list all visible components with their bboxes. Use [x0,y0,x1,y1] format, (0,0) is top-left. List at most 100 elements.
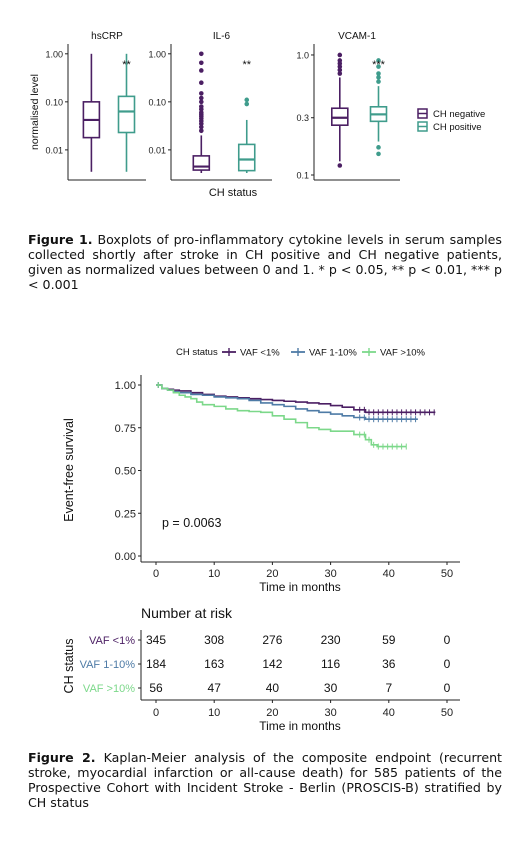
risk-value: 0 [444,681,451,695]
km-curve-3 [156,384,407,448]
legend-label-1: CH negative [433,109,485,120]
km-legend-label-2: VAF 1-10% [309,348,357,359]
risk-value: 0 [444,657,451,671]
box-3-ch-negative-outlier [337,64,343,69]
km-pvalue: p = 0.0063 [162,516,221,530]
box-3-ch-negative-outlier [337,71,343,76]
box-1-ch-positive [117,95,136,134]
box-3-ch-negative-outlier [337,52,343,58]
km-x-label: Time in months [259,580,341,594]
km-y-label: Event-free survival [62,418,76,522]
y-tick-label-1: 1.00 [45,49,63,59]
risk-x-label: Time in months [259,719,341,733]
panel-title-2: IL-6 [213,31,231,42]
box-2-ch-negative-outlier [199,60,204,66]
km-curve-1 [156,384,436,414]
y-tick-label-2: 0.01 [148,145,166,155]
box-3-ch-positive-outlier [376,58,381,63]
box-2-ch-negative-outlier [199,68,204,73]
box-2-ch-negative-outlier [199,99,204,105]
figure1-x-label: CH status [209,187,258,199]
risk-value: 40 [266,681,280,695]
risk-value: 230 [321,633,341,647]
box-2-ch-positive-outlier [244,97,250,103]
box-2-ch-negative-outlier [199,128,204,134]
km-legend-label-3: VAF >10% [380,348,426,359]
figure2-caption: Figure 2. Kaplan-Meier analysis of the c… [28,750,502,810]
box-2-ch-negative-outlier [199,110,204,115]
y-tick-label-2: 0.10 [148,97,166,107]
box-2-ch-negative-outlier [199,80,204,86]
risk-value: 56 [149,681,163,695]
risk-x-tick-label: 30 [324,707,336,719]
significance-3: *** [372,59,386,71]
box-3-ch-positive-outlier [376,79,381,84]
km-y-tick-label: 1.00 [115,380,136,392]
risk-value: 308 [204,633,224,647]
box-2-ch-negative-outlier [199,104,204,109]
km-x-tick-label: 20 [266,568,278,580]
significance-2: ** [242,59,251,71]
risk-row-label-2: VAF 1-10% [80,659,136,671]
y-tick-label-3: 0.3 [296,113,309,123]
box-2-ch-positive [237,143,256,172]
risk-y-label: CH status [62,639,76,694]
risk-value: 116 [321,657,340,671]
legend-label-2: CH positive [433,122,482,133]
box-3-ch-positive-outlier [376,64,381,69]
km-x-tick-label: 30 [324,568,336,580]
figure1-caption: Figure 1. Boxplots of pro-inflammatory c… [28,232,502,292]
box-3-ch-positive-outlier [376,145,381,150]
km-legend-label-1: VAF <1% [240,348,280,359]
box-3-ch-negative-outlier [337,163,343,168]
km-x-tick-label: 50 [441,568,453,580]
risk-value: 0 [444,633,451,647]
significance-1: ** [122,59,131,71]
box-2-ch-negative-outlier [199,51,204,57]
km-y-tick-label: 0.75 [115,423,136,435]
box-3-ch-negative-outlier [337,67,343,73]
y-tick-label-1: 0.10 [45,97,63,107]
risk-x-tick-label: 10 [208,707,220,719]
box-3-ch-negative-outlier [337,58,343,63]
risk-value: 345 [146,633,166,647]
box-2-ch-negative-outlier [199,91,204,96]
box-2-ch-negative-outlier [199,124,204,130]
figure2-legend-title: CH status [176,347,218,358]
box-3-ch-positive-outlier [376,151,381,157]
y-tick-label-3: 1.0 [296,50,309,60]
panel-title-3: VCAM-1 [338,31,376,42]
km-x-tick-label: 10 [208,568,220,580]
figure1-y-label: normalised level [29,74,41,150]
box-3-ch-positive-outlier [376,71,381,76]
box-3-ch-positive-outlier [376,75,381,80]
risk-value: 7 [385,681,392,695]
risk-x-tick-label: 0 [153,707,159,719]
box-2-ch-positive-outlier [244,101,250,107]
risk-x-tick-label: 20 [266,707,278,719]
risk-value: 30 [324,681,338,695]
risk-value: 184 [146,657,166,671]
km-y-tick-label: 0.50 [115,466,136,478]
risk-value: 36 [382,657,396,671]
risk-value: 59 [382,633,396,647]
y-tick-label-2: 1.00 [148,49,166,59]
km-y-tick-label: 0.00 [115,551,136,563]
km-x-tick-label: 40 [383,568,395,580]
risk-x-tick-label: 40 [383,707,395,719]
risk-value: 276 [262,633,282,647]
risk-value: 142 [262,657,282,671]
risk-x-tick-label: 50 [441,707,453,719]
risk-row-label-1: VAF <1% [89,635,135,647]
risk-value: 47 [208,681,222,695]
km-y-tick-label: 0.25 [115,508,136,520]
risk-row-label-3: VAF >10% [83,683,135,695]
y-tick-label-1: 0.01 [45,145,63,155]
box-2-ch-negative [192,155,211,171]
risk-table-title: Number at risk [141,605,233,621]
risk-value: 163 [204,657,224,671]
km-x-tick-label: 0 [153,568,159,580]
y-tick-label-3: 0.1 [296,171,309,181]
box-2-ch-negative-outlier [199,95,204,101]
